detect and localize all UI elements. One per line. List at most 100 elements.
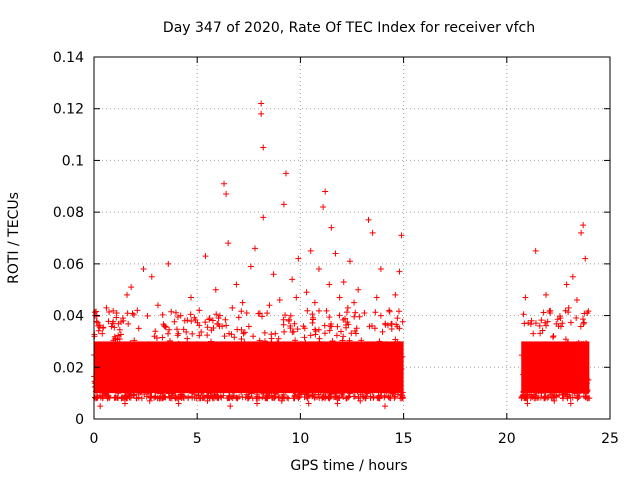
data-point <box>204 357 211 364</box>
data-points <box>91 100 593 410</box>
data-point <box>212 286 219 293</box>
data-point <box>344 319 351 326</box>
data-point <box>162 363 169 370</box>
data-point <box>209 317 216 324</box>
data-point <box>326 360 333 367</box>
data-point <box>136 378 143 385</box>
data-point <box>196 322 203 329</box>
data-point <box>95 327 102 334</box>
data-point <box>204 324 211 331</box>
data-point <box>174 332 181 339</box>
data-point <box>375 385 382 392</box>
data-point <box>269 357 276 364</box>
data-point <box>392 336 399 343</box>
data-point <box>310 368 317 375</box>
data-point <box>225 394 232 401</box>
y-tick-label: 0.04 <box>53 309 84 325</box>
data-point <box>349 370 356 377</box>
data-point <box>528 317 535 324</box>
data-point <box>184 365 191 372</box>
data-point <box>258 313 265 320</box>
data-point <box>102 391 109 398</box>
data-point <box>573 352 580 359</box>
data-point <box>137 389 144 396</box>
data-point <box>159 389 166 396</box>
data-point <box>236 361 243 368</box>
data-point <box>173 326 180 333</box>
data-point <box>544 356 551 363</box>
data-point <box>291 352 298 359</box>
data-point <box>541 395 548 402</box>
data-point <box>369 384 376 391</box>
data-point <box>310 383 317 390</box>
data-point <box>244 350 251 357</box>
data-point <box>198 328 205 335</box>
data-point <box>146 397 153 404</box>
data-point <box>291 357 298 364</box>
data-point <box>255 310 262 317</box>
data-point <box>191 314 198 321</box>
data-point <box>211 370 218 377</box>
data-point <box>113 309 120 316</box>
data-point <box>396 268 403 275</box>
data-point <box>236 393 243 400</box>
data-point <box>282 170 289 177</box>
data-point <box>125 374 132 381</box>
data-point <box>189 342 196 349</box>
data-point <box>174 313 181 320</box>
data-point <box>334 400 341 407</box>
data-point <box>151 347 158 354</box>
data-point <box>300 323 307 330</box>
data-point <box>521 369 528 376</box>
data-point <box>304 377 311 384</box>
data-point <box>330 381 337 388</box>
data-point <box>545 369 552 376</box>
data-point <box>217 357 224 364</box>
data-point <box>244 386 251 393</box>
data-point <box>99 383 106 390</box>
data-point <box>337 356 344 363</box>
data-point <box>399 318 406 325</box>
data-point <box>346 364 353 371</box>
data-point <box>557 358 564 365</box>
data-point <box>572 382 579 389</box>
data-point <box>355 345 362 352</box>
data-point <box>233 358 240 365</box>
data-point <box>177 391 184 398</box>
data-point <box>563 384 570 391</box>
data-point <box>237 347 244 354</box>
data-point <box>202 319 209 326</box>
data-point <box>521 343 528 350</box>
data-point <box>131 337 138 344</box>
data-point <box>383 385 390 392</box>
data-point <box>301 334 308 341</box>
data-point <box>258 366 265 373</box>
data-point <box>266 389 273 396</box>
data-point <box>95 367 102 374</box>
data-point <box>263 359 270 366</box>
data-point <box>256 339 263 346</box>
data-point <box>190 371 197 378</box>
data-point <box>399 393 406 400</box>
data-point <box>551 397 558 404</box>
data-point <box>233 281 240 288</box>
data-point <box>584 376 591 383</box>
data-point <box>386 371 393 378</box>
data-point <box>547 361 554 368</box>
data-point <box>292 337 299 344</box>
data-point <box>208 389 215 396</box>
y-tick-label: 0 <box>75 412 84 428</box>
data-point <box>305 400 312 407</box>
data-point <box>197 354 204 361</box>
data-point <box>291 343 298 350</box>
data-point <box>393 362 400 369</box>
data-point <box>384 322 391 329</box>
data-point <box>148 362 155 369</box>
data-point <box>185 395 192 402</box>
data-point <box>246 360 253 367</box>
data-point <box>388 320 395 327</box>
data-point <box>126 389 133 396</box>
data-point <box>227 403 234 410</box>
y-tick-label: 0.08 <box>53 205 84 221</box>
data-point <box>278 397 285 404</box>
